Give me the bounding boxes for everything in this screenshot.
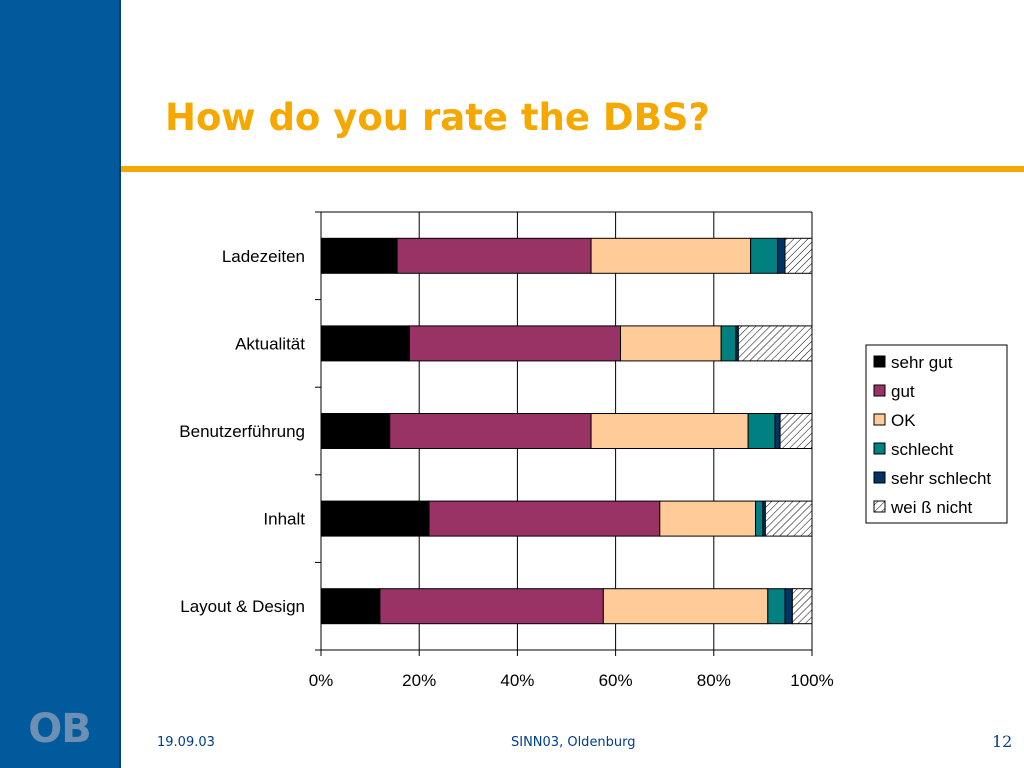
legend-swatch — [873, 384, 886, 397]
bar-segment — [389, 413, 592, 449]
page-number: 12 — [992, 732, 1013, 751]
bar-segment — [428, 500, 661, 537]
x-tick-label: 40% — [500, 671, 534, 690]
bar-segment — [774, 413, 781, 449]
bar-segment — [320, 325, 410, 362]
bar-segment — [767, 588, 786, 625]
category-label: Aktualität — [235, 334, 305, 353]
bar-segment — [750, 237, 779, 274]
category-label: Layout & Design — [180, 597, 305, 616]
legend-swatch — [873, 500, 886, 513]
bar-segment — [747, 413, 776, 449]
bar-segment — [320, 588, 381, 625]
bar-segment — [602, 588, 769, 625]
x-tick-label: 60% — [599, 671, 633, 690]
bar-segment — [320, 500, 430, 537]
bar-segment — [791, 588, 813, 625]
chart-legend: sehr gut gut OK schlecht sehr schlecht wei ß … — [865, 344, 1008, 524]
bar-segment — [737, 325, 813, 362]
x-tick-label: 80% — [697, 671, 731, 690]
legend-swatch — [873, 355, 886, 368]
bar-segment — [320, 413, 391, 449]
bar-segment — [755, 500, 764, 537]
footer-date: 19.09.03 — [157, 735, 215, 750]
category-label: Inhalt — [263, 510, 305, 529]
legend-box — [865, 344, 1008, 524]
legend-label: sehr schlecht — [891, 469, 991, 488]
category-labels: Ladezeiten Aktualität Benutzerführung Inhal… — [179, 247, 305, 616]
ob-logo: OB — [28, 706, 92, 752]
x-tick-labels: 0% 20% 40% 60% 80% 100% — [309, 671, 834, 690]
bar-segment — [779, 413, 813, 449]
bar-segment — [396, 237, 592, 274]
bar-segment — [720, 325, 737, 362]
footer-event: SINN03, Oldenburg — [511, 735, 636, 750]
x-tick-label: 20% — [402, 671, 436, 690]
bar-segment — [659, 500, 757, 537]
x-tick-label: 100% — [790, 671, 833, 690]
legend-label: schlecht — [891, 440, 954, 459]
bar-segment — [590, 237, 752, 274]
legend-label: OK — [891, 411, 916, 430]
legend-swatch — [873, 413, 886, 426]
legend-label: gut — [891, 382, 915, 401]
chart-bars — [320, 237, 813, 625]
sidebar-band — [0, 0, 119, 768]
slide-title: How do you rate the DBS? — [165, 96, 710, 139]
bar-segment — [590, 413, 749, 449]
bar-segment — [408, 325, 622, 362]
legend-swatch — [873, 442, 886, 455]
bar-segment — [784, 588, 793, 625]
bar-segment — [777, 237, 786, 274]
category-label: Benutzerführung — [179, 422, 305, 441]
chart-axes — [315, 211, 813, 656]
sidebar-edge — [119, 0, 121, 768]
bar-segment — [620, 325, 722, 362]
x-tick-label: 0% — [309, 671, 334, 690]
legend-swatch — [873, 471, 886, 484]
category-label: Ladezeiten — [222, 247, 305, 266]
legend-label: wei ß nicht — [890, 498, 973, 517]
bar-segment — [784, 237, 813, 274]
legend-label: sehr gut — [891, 353, 953, 372]
bar-segment — [764, 500, 813, 537]
title-underline — [121, 166, 1024, 172]
bar-segment — [379, 588, 604, 625]
bar-segment — [320, 237, 398, 274]
